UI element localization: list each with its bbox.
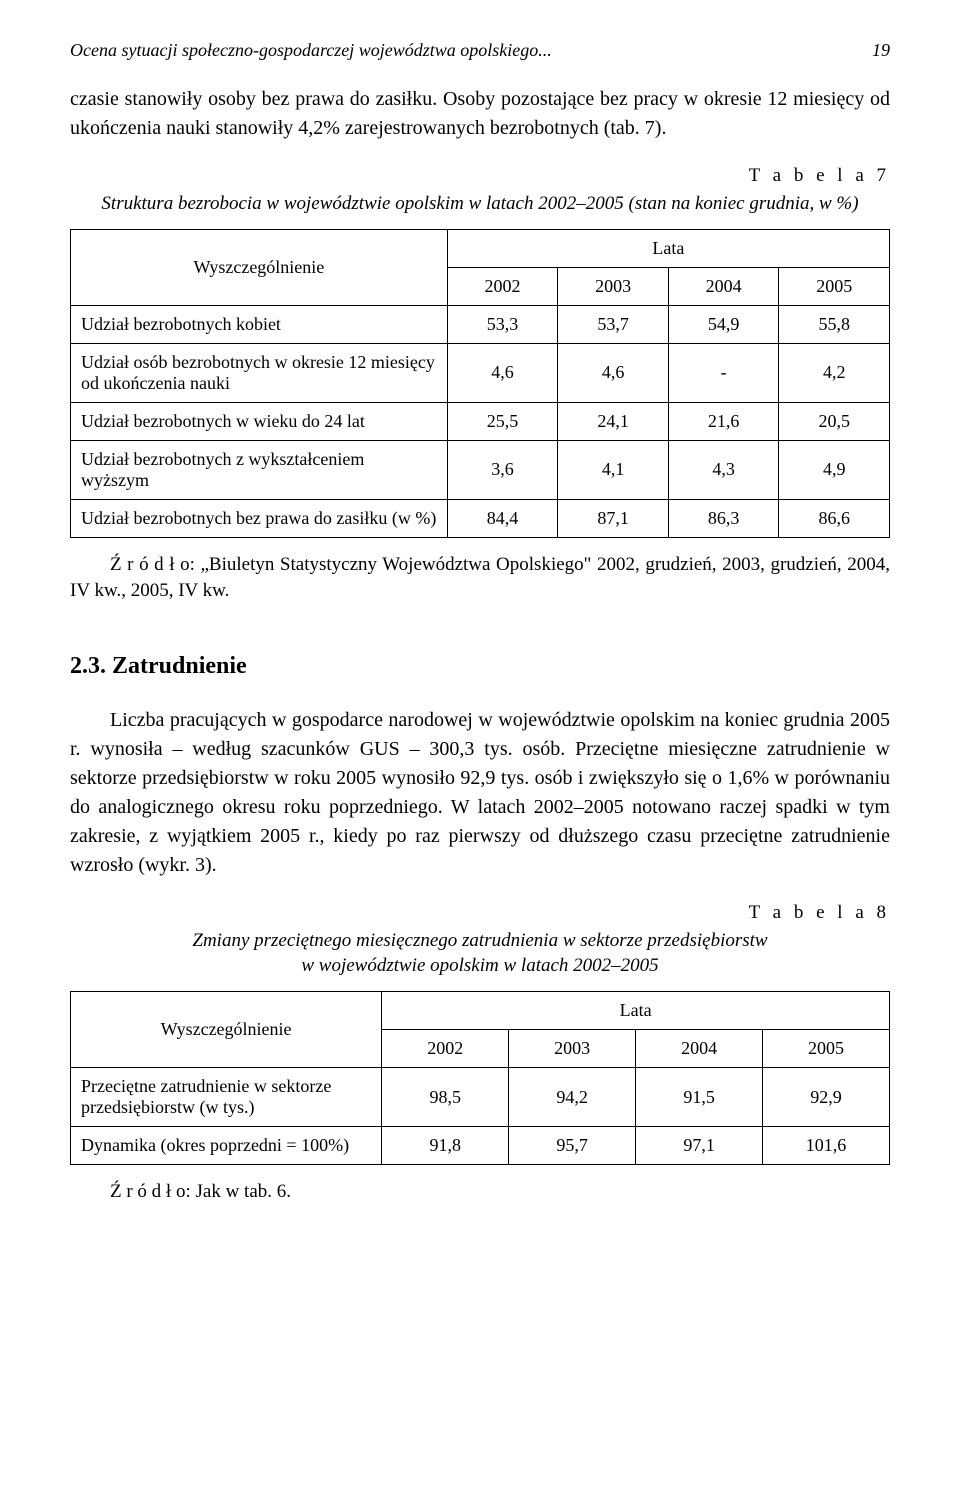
table-row: Udział bezrobotnych z wykształceniem wyż…	[71, 440, 890, 499]
cell-value: 21,6	[668, 402, 779, 440]
col-header-year: 2003	[509, 1030, 636, 1068]
cell-value: 4,1	[558, 440, 669, 499]
col-header-year: 2004	[636, 1030, 763, 1068]
cell-value: 86,6	[779, 499, 890, 537]
running-title: Ocena sytuacji społeczno-gospodarczej wo…	[70, 40, 552, 61]
cell-value: 55,8	[779, 305, 890, 343]
col-header-year: 2003	[558, 267, 669, 305]
table-row: Udział bezrobotnych bez prawa do zasiłku…	[71, 499, 890, 537]
col-header-wyszczegolnienie: Wyszczególnienie	[71, 992, 382, 1068]
page-number: 19	[872, 40, 890, 61]
section-heading: 2.3. Zatrudnienie	[70, 653, 890, 680]
cell-value: 91,5	[636, 1068, 763, 1127]
cell-value: 92,9	[763, 1068, 890, 1127]
table8-caption-line1: Zmiany przeciętnego miesięcznego zatrudn…	[192, 930, 767, 951]
cell-value: 87,1	[558, 499, 669, 537]
paragraph-1: czasie stanowiły osoby bez prawa do zasi…	[70, 85, 890, 143]
cell-value: 4,3	[668, 440, 779, 499]
table8-caption-line2: w województwie opolskim w latach 2002–20…	[301, 955, 658, 976]
table-row: Udział osób bezrobotnych w okresie 12 mi…	[71, 343, 890, 402]
table8: WyszczególnienieLata2002200320042005 Prze…	[70, 991, 890, 1165]
cell-value: 84,4	[447, 499, 558, 537]
row-label: Udział osób bezrobotnych w okresie 12 mi…	[71, 343, 448, 402]
cell-value: 25,5	[447, 402, 558, 440]
cell-value: 54,9	[668, 305, 779, 343]
table7-source: Ź r ó d ł o: „Biuletyn Statystyczny Woje…	[70, 552, 890, 605]
cell-value: 3,6	[447, 440, 558, 499]
cell-value: 98,5	[382, 1068, 509, 1127]
table-row: Przeciętne zatrudnienie w sektorze przed…	[71, 1068, 890, 1127]
cell-value: 97,1	[636, 1127, 763, 1165]
cell-value: 4,2	[779, 343, 890, 402]
cell-value: 101,6	[763, 1127, 890, 1165]
row-label: Udział bezrobotnych w wieku do 24 lat	[71, 402, 448, 440]
table-row: Udział bezrobotnych w wieku do 24 lat25,…	[71, 402, 890, 440]
cell-value: 4,9	[779, 440, 890, 499]
running-header: Ocena sytuacji społeczno-gospodarczej wo…	[70, 40, 890, 61]
cell-value: 95,7	[509, 1127, 636, 1165]
table7: WyszczególnienieLata2002200320042005Udzi…	[70, 229, 890, 538]
cell-value: -	[668, 343, 779, 402]
table8-source: Ź r ó d ł o: Jak w tab. 6.	[70, 1179, 890, 1206]
paragraph-2: Liczba pracujących w gospodarce narodowe…	[70, 706, 890, 880]
cell-value: 20,5	[779, 402, 890, 440]
cell-value: 94,2	[509, 1068, 636, 1127]
row-label: Udział bezrobotnych bez prawa do zasiłku…	[71, 499, 448, 537]
row-label: Przeciętne zatrudnienie w sektorze przed…	[71, 1068, 382, 1127]
table-row: Udział bezrobotnych kobiet53,353,754,955…	[71, 305, 890, 343]
col-header-year: 2004	[668, 267, 779, 305]
col-header-wyszczegolnienie: Wyszczególnienie	[71, 229, 448, 305]
cell-value: 24,1	[558, 402, 669, 440]
table7-caption: Struktura bezrobocia w województwie opol…	[70, 191, 890, 217]
cell-value: 91,8	[382, 1127, 509, 1165]
table-row: Dynamika (okres poprzedni = 100%)91,895,…	[71, 1127, 890, 1165]
cell-value: 53,3	[447, 305, 558, 343]
table8-label: T a b e l a 8	[70, 902, 890, 924]
cell-value: 4,6	[558, 343, 669, 402]
row-label: Udział bezrobotnych kobiet	[71, 305, 448, 343]
col-header-year: 2002	[447, 267, 558, 305]
cell-value: 4,6	[447, 343, 558, 402]
col-header-year: 2005	[763, 1030, 890, 1068]
col-header-year: 2002	[382, 1030, 509, 1068]
col-header-year: 2005	[779, 267, 890, 305]
col-header-lata: Lata	[382, 992, 890, 1030]
cell-value: 53,7	[558, 305, 669, 343]
table8-caption: Zmiany przeciętnego miesięcznego zatrudn…	[70, 928, 890, 979]
table7-label: T a b e l a 7	[70, 165, 890, 187]
col-header-lata: Lata	[447, 229, 889, 267]
row-label: Dynamika (okres poprzedni = 100%)	[71, 1127, 382, 1165]
cell-value: 86,3	[668, 499, 779, 537]
row-label: Udział bezrobotnych z wykształceniem wyż…	[71, 440, 448, 499]
